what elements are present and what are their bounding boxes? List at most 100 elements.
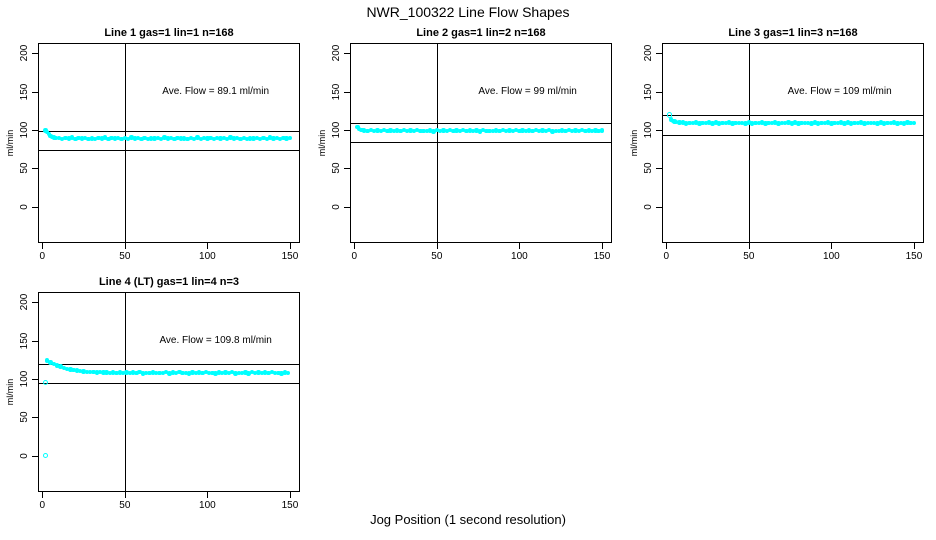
hline-lower (38, 382, 300, 384)
y-tick-label: 200 (331, 45, 342, 62)
data-point (243, 370, 248, 375)
x-tick-label: 150 (905, 251, 923, 262)
y-tick (32, 206, 38, 208)
data-point (411, 128, 416, 133)
data-point (905, 120, 910, 125)
data-point (198, 136, 203, 141)
y-tick-label: 150 (331, 83, 342, 100)
y-tick-label: 150 (643, 83, 654, 100)
data-point (842, 121, 847, 126)
y-tick (32, 91, 38, 93)
data-point (700, 120, 705, 126)
data-point (484, 128, 489, 134)
data-point (120, 370, 126, 376)
data-point (114, 370, 119, 376)
x-tick-label: 150 (281, 251, 299, 262)
data-point (261, 135, 266, 141)
data-point (677, 120, 682, 125)
data-point (763, 121, 768, 126)
data-point (155, 135, 161, 141)
data-point (64, 366, 70, 371)
data-point (58, 364, 63, 369)
data-point (262, 370, 268, 375)
data-point (157, 370, 162, 376)
y-tick (32, 340, 38, 342)
data-point (48, 360, 53, 365)
data-point (391, 128, 397, 134)
x-tick (207, 492, 209, 498)
data-point (264, 136, 269, 141)
data-point (236, 370, 241, 375)
data-point (109, 135, 114, 141)
plot-box (38, 43, 300, 243)
data-point (556, 128, 562, 134)
data-point (256, 370, 261, 375)
vline-50 (124, 292, 126, 492)
data-point (789, 121, 794, 126)
data-point (570, 129, 575, 134)
data-point (127, 370, 132, 376)
data-point (191, 136, 197, 142)
data-point (782, 121, 788, 126)
data-point (494, 128, 499, 133)
x-tick-label: 150 (281, 500, 299, 511)
data-point (104, 370, 109, 375)
data-point (51, 361, 57, 367)
data-point (829, 121, 834, 126)
x-tick (601, 243, 603, 249)
data-point (220, 370, 225, 376)
hline-upper (38, 130, 300, 132)
data-point (730, 121, 735, 126)
data-point (183, 370, 189, 375)
data-point (437, 128, 443, 134)
data-point (69, 135, 75, 140)
vline-50 (124, 43, 126, 243)
panel-title: Line 4 (LT) gas=1 lin=4 n=3 (98, 276, 240, 288)
panel-title: Line 3 gas=1 lin=3 n=168 (728, 27, 858, 39)
data-point (487, 128, 492, 133)
x-tick-label: 100 (511, 251, 528, 262)
data-point (163, 370, 169, 375)
data-point (63, 135, 68, 141)
data-point (287, 135, 293, 140)
data-point (97, 369, 103, 375)
y-tick (32, 417, 38, 419)
data-point (713, 120, 718, 125)
data-point (135, 135, 141, 141)
data-point (59, 136, 65, 142)
data-point (862, 121, 867, 126)
data-point (101, 370, 106, 375)
data-point (875, 121, 880, 126)
x-tick (436, 243, 438, 249)
x-tick-label: 0 (39, 251, 46, 262)
data-point (576, 128, 581, 134)
figure-title: NWR_100322 Line Flow Shapes (366, 4, 570, 20)
data-point (822, 121, 827, 126)
data-point (579, 128, 585, 133)
shared-x-axis-label: Jog Position (1 second resolution) (370, 512, 566, 527)
data-point (398, 129, 403, 134)
data-point (467, 128, 473, 133)
x-tick (831, 243, 833, 249)
y-tick-label: 100 (331, 121, 342, 139)
data-point (61, 365, 66, 370)
data-point (796, 121, 801, 126)
data-point (74, 368, 80, 373)
data-point (690, 121, 695, 126)
y-tick-label: 50 (331, 162, 342, 174)
data-point (196, 370, 202, 375)
data-point (832, 120, 837, 126)
data-point (210, 370, 215, 376)
plot-box (38, 292, 300, 492)
data-point (563, 128, 568, 134)
data-point (586, 128, 591, 133)
y-axis-label: ml/min (317, 129, 327, 157)
data-point (177, 369, 182, 375)
data-point (461, 127, 466, 133)
data-point (434, 127, 440, 133)
x-tick (289, 492, 291, 498)
data-point (726, 120, 732, 125)
data-point (573, 128, 578, 133)
y-tick-label: 0 (19, 203, 30, 210)
